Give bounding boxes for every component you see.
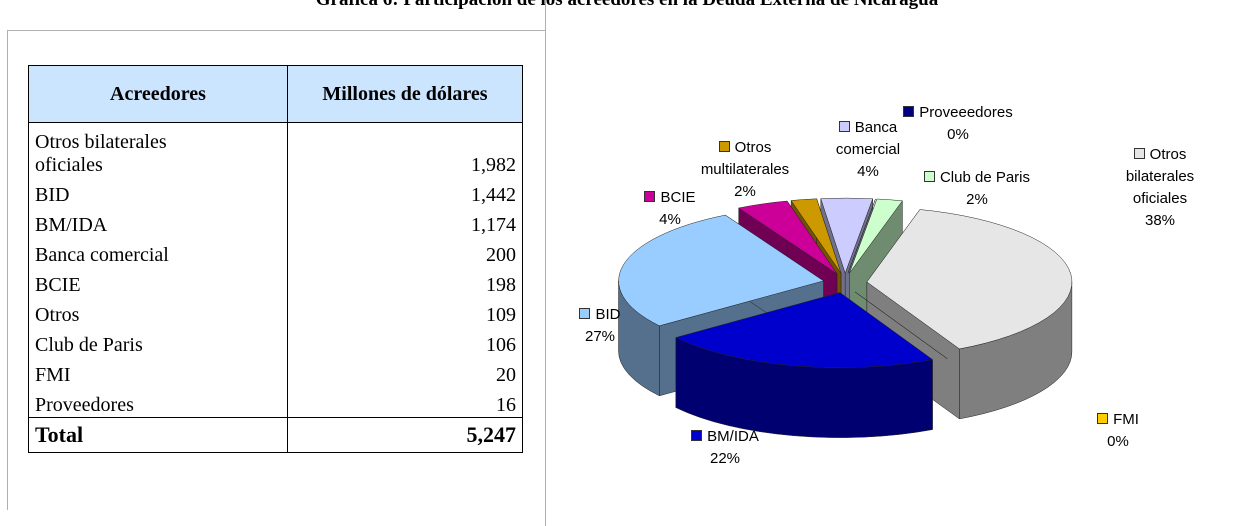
slice-value: 2% — [734, 183, 756, 200]
header-cell: Acreedores — [28, 65, 288, 123]
slice-label: Banca comercial 4% — [818, 117, 918, 183]
slice-value: 4% — [659, 211, 681, 228]
cell: BCIE — [28, 267, 288, 297]
cell: Proveedores — [28, 387, 288, 418]
title: Gráfica 6: Participación de los acreedor… — [0, 0, 1254, 12]
slice-value: 4% — [857, 163, 879, 180]
slice — [849, 198, 903, 274]
slice-name: Proveeedores — [919, 104, 1013, 121]
amount: 200 — [287, 237, 523, 267]
amount: 16 — [287, 387, 523, 418]
cell: BID — [28, 177, 288, 207]
cell: Club de Paris — [28, 327, 288, 357]
total-label: Total — [28, 417, 288, 453]
slice-name: BCIE — [660, 189, 696, 206]
slice — [847, 198, 876, 274]
slice-label: Otros bilaterales oficiales 38% — [1100, 144, 1220, 232]
slice — [854, 291, 948, 360]
slice-label: Otros multilaterales 2% — [680, 137, 810, 203]
table-row: Club de Paris 106 — [28, 327, 523, 357]
table-row: FMI 20 — [28, 357, 523, 387]
swatch — [579, 308, 591, 319]
creditor-name: BID — [35, 184, 70, 206]
frame-top — [7, 30, 545, 31]
slice-name: BM/IDA — [707, 428, 759, 445]
slice-value: 2% — [966, 191, 988, 208]
total-value: 5,247 — [287, 417, 523, 453]
slice-name: FMI — [1113, 411, 1139, 428]
creditor-name: FMI — [35, 364, 71, 386]
table-row: BID 1,442 — [28, 177, 523, 207]
table-row: BCIE 198 — [28, 267, 523, 297]
slice-value: 0% — [1107, 433, 1129, 450]
cell: BM/IDA — [28, 207, 288, 237]
frame-divider — [545, 0, 546, 526]
slice-value: 27% — [584, 328, 616, 345]
creditor-name: Otros — [35, 304, 80, 326]
slice-name: Banca comercial — [835, 119, 901, 158]
swatch — [718, 141, 730, 152]
table-row: Otros 109 — [28, 297, 523, 327]
creditor-name: BCIE — [35, 274, 81, 296]
slice — [738, 200, 838, 274]
amount: 106 — [287, 327, 523, 357]
table-row: BM/IDA 1,174 — [28, 207, 523, 237]
slice-value: 38% — [1144, 212, 1176, 229]
slice-label: Club de Paris 2% — [912, 167, 1042, 211]
slice — [790, 198, 842, 274]
amount: 1,982 — [287, 122, 523, 177]
amount: 1,174 — [287, 207, 523, 237]
swatch — [903, 106, 915, 117]
swatch — [691, 430, 703, 441]
swatch — [923, 171, 935, 182]
creditor-table: Acreedores Millones de dólares Otros bil… — [28, 65, 523, 453]
slice-label: BCIE 4% — [630, 187, 710, 231]
cell: Otros bilaterales oficiales — [28, 122, 288, 177]
slice-name: BID — [595, 306, 621, 323]
amount: 1,442 — [287, 177, 523, 207]
table-row: Banca comercial 200 — [28, 237, 523, 267]
creditor-name: Proveedores — [35, 394, 134, 416]
swatch — [838, 121, 850, 132]
slice-label: FMI 0% — [1088, 409, 1148, 453]
slice-name: Otros bilaterales oficiales — [1125, 146, 1195, 207]
swatch — [1133, 148, 1145, 159]
slice — [820, 197, 874, 274]
creditor-name: Otros bilaterales oficiales — [35, 131, 167, 176]
creditor-name: Club de Paris — [35, 334, 143, 356]
amount: 20 — [287, 357, 523, 387]
slice-label: BM/IDA 22% — [680, 426, 770, 470]
slice-label: BID 27% — [560, 304, 640, 348]
amount: 198 — [287, 267, 523, 297]
cell: FMI — [28, 357, 288, 387]
slice-label: Proveeedores 0% — [893, 102, 1023, 146]
slice — [618, 214, 825, 327]
slice — [675, 292, 934, 368]
swatch — [1097, 413, 1109, 424]
frame-left — [7, 30, 8, 510]
creditor-name: BM/IDA — [35, 214, 108, 236]
slice-name: Otros multilaterales — [700, 139, 790, 178]
slice — [866, 209, 1073, 350]
slice-value: 22% — [709, 450, 741, 467]
table-row: Otros bilaterales oficiales 1,982 — [28, 122, 523, 177]
table-row: Proveedores 16 — [28, 387, 523, 418]
slice-value: 0% — [947, 126, 969, 143]
creditor-name: Banca comercial — [35, 244, 169, 266]
cell: Banca comercial — [28, 237, 288, 267]
header-cell: Millones de dólares — [287, 65, 523, 123]
slice-name: Club de Paris — [939, 169, 1031, 186]
amount: 109 — [287, 297, 523, 327]
swatch — [644, 191, 656, 202]
